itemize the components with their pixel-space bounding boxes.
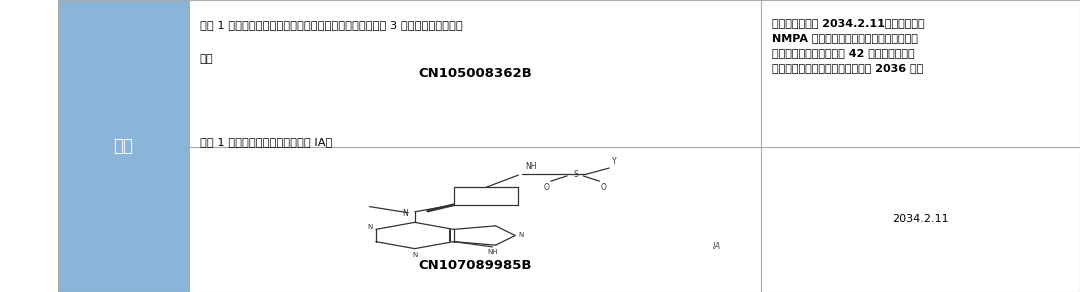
Text: CN105008362B: CN105008362B <box>418 67 532 80</box>
Text: 独权 1 保护了包括阿布昔替尼在内的一组具体化合物，从权 3 专门保护了阿布昔替: 独权 1 保护了包括阿布昔替尼在内的一组具体化合物，从权 3 专门保护了阿布昔替 <box>200 20 462 30</box>
Text: Y: Y <box>612 157 617 166</box>
Text: 独权 1 保护了下图所示通式化合物 IA：: 独权 1 保护了下图所示通式化合物 IA： <box>200 137 333 147</box>
Text: N: N <box>413 252 417 258</box>
Text: 尼。: 尼。 <box>200 54 214 64</box>
Text: S: S <box>573 170 578 179</box>
Text: 正常到期时间是 2034.2.11，现已被中国
NMPA 批准上市，若辉瑞公司申请专利期限
补偿，则根据我国专利法 42 条规定，其在中
国专利延期后的保护期限: 正常到期时间是 2034.2.11，现已被中国 NMPA 批准上市，若辉瑞公司申… <box>772 18 924 73</box>
Text: 2034.2.11: 2034.2.11 <box>892 214 949 225</box>
Bar <box>58 0 189 292</box>
Text: NH: NH <box>525 162 537 171</box>
Text: N: N <box>367 224 373 230</box>
Text: NH: NH <box>487 248 498 255</box>
Text: N: N <box>518 232 524 239</box>
Text: O: O <box>600 183 607 192</box>
Text: 中国: 中国 <box>113 137 134 155</box>
Text: O: O <box>543 183 550 192</box>
Text: CN107089985B: CN107089985B <box>418 259 532 272</box>
Text: N: N <box>403 209 408 218</box>
Text: IA: IA <box>713 242 721 251</box>
